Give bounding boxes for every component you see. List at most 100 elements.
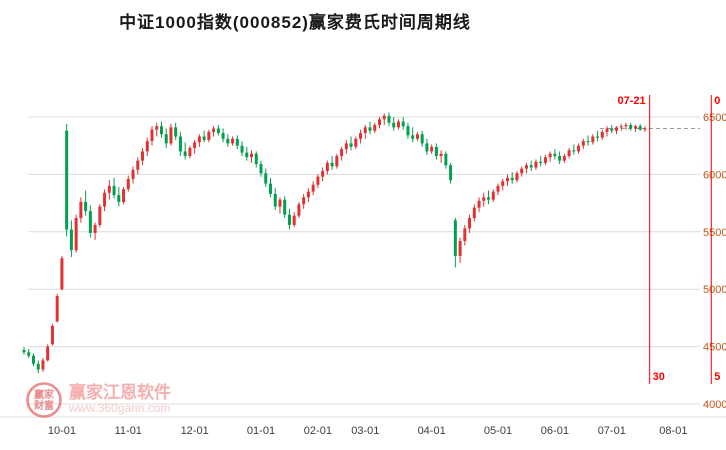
candle-body <box>344 143 348 150</box>
candle-body <box>596 136 600 138</box>
candle-body <box>349 143 353 147</box>
candle-body <box>510 177 514 181</box>
candle-body <box>292 215 296 225</box>
candle-body <box>458 240 462 256</box>
candle-body <box>325 162 329 171</box>
candle-body <box>586 141 590 143</box>
candle-body <box>150 129 154 142</box>
candle-body <box>117 195 121 202</box>
candle-body <box>240 145 244 153</box>
candle-body <box>496 185 500 192</box>
candle-body <box>387 115 391 123</box>
x-axis-label: 03-01 <box>351 425 379 437</box>
candle-body <box>183 151 187 157</box>
x-axis-label: 05-01 <box>484 425 512 437</box>
x-axis-label: 08-01 <box>659 425 687 437</box>
candle-body <box>392 122 396 128</box>
y-axis-label: 6000 <box>703 169 726 181</box>
candle-body <box>188 147 192 157</box>
candle-body <box>411 135 415 139</box>
candle-body <box>539 161 543 163</box>
candle-body <box>363 127 367 134</box>
candle-body <box>534 161 538 168</box>
candle-body <box>529 165 533 168</box>
candle-body <box>136 160 140 170</box>
candle-body <box>548 153 552 158</box>
candle-body <box>482 197 486 201</box>
candle-body <box>164 134 168 144</box>
candle-body <box>444 153 448 166</box>
candle-body <box>354 138 358 147</box>
candle-body <box>46 346 50 361</box>
candle-body <box>558 156 562 161</box>
candle-body <box>420 134 424 144</box>
candle-body <box>619 126 623 128</box>
candle-body <box>472 207 476 219</box>
candle-body <box>221 133 225 139</box>
candle-body <box>406 126 410 136</box>
x-axis-label: 07-01 <box>598 425 626 437</box>
candle-body <box>401 121 405 127</box>
candle-body <box>159 126 163 135</box>
y-axis-label: 5500 <box>703 227 726 239</box>
y-axis-label: 4000 <box>703 399 726 411</box>
candle-body <box>567 150 571 157</box>
candle-body <box>216 128 220 134</box>
candle-body <box>98 206 102 225</box>
candle-body <box>515 173 519 181</box>
chart-title: 中证1000指数(000852)赢家费氏时间周期线 <box>119 13 471 32</box>
candle-body <box>207 131 211 140</box>
candle-body <box>629 125 633 129</box>
candle-body <box>396 121 400 128</box>
candle-body <box>306 191 310 198</box>
x-axis-label: 01-01 <box>247 425 275 437</box>
x-axis-label: 04-01 <box>418 425 446 437</box>
candle-body <box>50 325 54 345</box>
candle-body <box>155 126 159 130</box>
candle-body <box>330 162 334 167</box>
candle-body <box>491 191 495 200</box>
candle-body <box>31 355 35 364</box>
y-axis-label: 6500 <box>703 112 726 124</box>
candle-body <box>524 165 528 169</box>
candle-body <box>287 214 291 225</box>
candle-body <box>93 224 97 233</box>
candle-body <box>553 153 557 157</box>
candle-body <box>88 211 92 233</box>
candle-body <box>79 201 83 219</box>
x-axis-label: 11-01 <box>115 425 142 437</box>
candle-body <box>643 128 647 130</box>
candle-body <box>112 185 116 196</box>
candle-body <box>69 229 73 251</box>
candle-body <box>321 170 325 177</box>
candle-body <box>107 185 111 193</box>
candle-body <box>141 151 144 161</box>
candle-body <box>378 119 381 126</box>
candle-body <box>505 177 509 182</box>
candle-body <box>359 133 363 139</box>
candle-body <box>41 360 45 370</box>
candle-body <box>202 136 206 140</box>
candle-body <box>453 220 457 256</box>
candle-body <box>197 136 201 143</box>
x-axis-label: 12-01 <box>181 425 209 437</box>
candle-body <box>131 169 135 179</box>
candle-body <box>562 156 566 161</box>
candle-body <box>373 125 377 131</box>
candle-body <box>520 168 524 174</box>
candle-body <box>27 352 31 356</box>
candle-body <box>368 127 372 131</box>
x-axis-label: 02-01 <box>304 425 332 437</box>
candle-body <box>425 143 429 152</box>
candle-body <box>245 152 249 158</box>
candle-body <box>543 157 547 163</box>
candle-body <box>235 138 239 146</box>
candle-body <box>226 138 230 144</box>
candle-body <box>22 350 26 353</box>
candle-body <box>283 199 287 215</box>
candle-body <box>316 176 320 185</box>
cycle-top-label: 07-21 <box>618 95 646 107</box>
